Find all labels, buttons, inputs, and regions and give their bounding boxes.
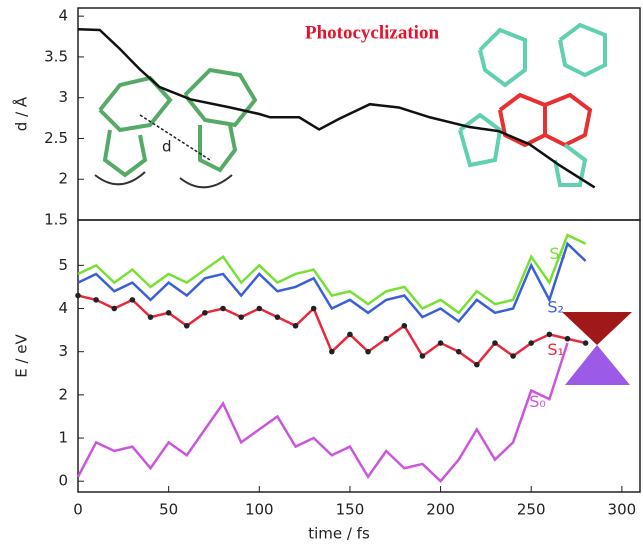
y-tick-label: 3 — [58, 88, 68, 106]
marker — [129, 297, 136, 303]
y-tick-label: 3 — [58, 342, 68, 360]
annotation: d — [162, 138, 172, 156]
series-line — [77, 241, 587, 324]
molecule-right — [458, 22, 607, 187]
y-tick-label: 3.5 — [44, 47, 68, 65]
marker — [492, 340, 498, 346]
series-line — [77, 233, 587, 315]
molecule-left — [94, 67, 258, 189]
marker — [274, 314, 281, 320]
marker — [256, 305, 263, 312]
x-tick-label: 300 — [608, 501, 637, 519]
y-tick-label: 2 — [58, 170, 68, 188]
y-tick-label: 1.5 — [44, 211, 68, 229]
x-tick-label: 150 — [336, 501, 365, 519]
x-tick-label: 200 — [426, 501, 455, 519]
marker — [510, 353, 516, 359]
x-tick-label: 100 — [245, 501, 274, 519]
marker — [419, 353, 426, 359]
y-tick-label: 2 — [58, 385, 68, 403]
x-axis-label: time / fs — [308, 525, 370, 543]
marker — [365, 348, 371, 355]
marker — [75, 292, 81, 299]
series-line — [77, 27, 596, 189]
y-tick-label: 2.5 — [44, 129, 68, 147]
legend-label: S₂ — [547, 297, 564, 316]
marker — [292, 322, 299, 329]
marker — [546, 331, 553, 338]
marker — [147, 314, 154, 320]
marker — [111, 305, 118, 312]
marker — [220, 305, 226, 312]
marker — [401, 322, 408, 329]
marker — [202, 310, 208, 316]
marker — [474, 361, 480, 368]
y-tick-label: 4 — [58, 299, 68, 317]
marker — [93, 297, 99, 303]
marker — [183, 322, 190, 329]
y-axis-label: E / eV — [13, 333, 31, 377]
y-axis-label: d / Å — [12, 96, 31, 131]
series-line — [76, 342, 569, 484]
marker — [329, 348, 335, 355]
marker — [564, 335, 571, 342]
marker — [455, 348, 462, 355]
y-tick-label: 4 — [58, 7, 68, 25]
y-tick-label: 1 — [58, 429, 68, 447]
marker — [310, 305, 317, 312]
marker — [437, 340, 444, 346]
legend-label: S₀ — [529, 392, 546, 411]
marker — [165, 310, 172, 316]
chart-title: Photocyclization — [305, 22, 439, 43]
marker — [347, 331, 353, 338]
marker — [238, 314, 244, 320]
plot-frame — [77, 219, 641, 493]
x-tick-label: 0 — [73, 501, 83, 519]
legend-label: S₁ — [547, 340, 564, 359]
marker — [528, 340, 535, 346]
marker — [582, 340, 589, 346]
x-tick-label: 50 — [159, 501, 178, 519]
marker — [383, 335, 389, 342]
y-tick-label: 5 — [58, 256, 68, 274]
conical-intersection — [562, 312, 632, 385]
y-tick-label: 0 — [58, 472, 68, 490]
x-tick-label: 250 — [517, 501, 546, 519]
